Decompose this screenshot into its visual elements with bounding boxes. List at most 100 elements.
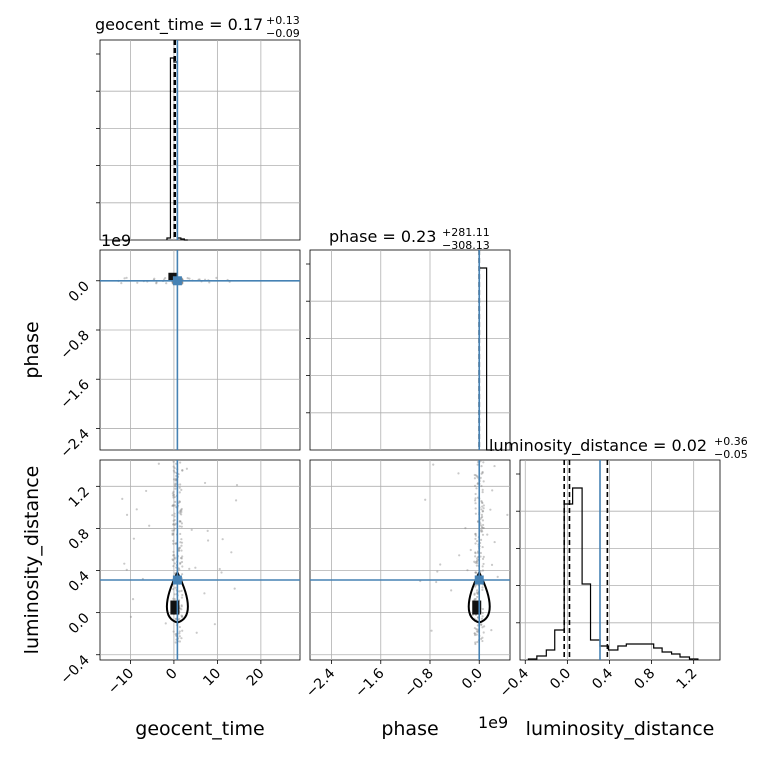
density-core (170, 600, 180, 615)
sample-point (179, 532, 182, 536)
sample-point (480, 637, 483, 640)
panel-frame-geocent-time (99, 39, 301, 241)
sample-point (174, 542, 177, 545)
sample-point (178, 520, 181, 523)
sample-point (171, 514, 174, 517)
sample-point (178, 520, 181, 523)
sample-point (480, 617, 484, 620)
sample-point (171, 504, 174, 507)
sample-point (164, 622, 167, 625)
sample-point (482, 555, 485, 559)
offset-label-phase-y: 1e9 (101, 231, 131, 250)
sample-point (203, 592, 206, 595)
sample-point (180, 549, 183, 552)
sample-point (173, 593, 176, 596)
sample-point (171, 492, 174, 495)
sample-point (481, 505, 484, 508)
sample-point (516, 535, 518, 537)
sample-point (178, 617, 181, 621)
sample-point (491, 489, 494, 492)
sample-point (188, 567, 191, 570)
sample-point (180, 544, 183, 547)
sample-point (172, 494, 175, 497)
sample-point (173, 471, 176, 474)
sample-point (475, 633, 478, 636)
sample-point (476, 640, 479, 644)
sample-point (475, 571, 478, 574)
sample-point (475, 539, 479, 543)
title-phase: phase = 0.23 (329, 227, 436, 246)
sample-point (180, 538, 183, 541)
sample-point (180, 541, 184, 544)
sample-point (179, 461, 182, 464)
truth-marker (474, 575, 484, 585)
sample-point (475, 628, 478, 631)
ytick-label-luminosity_distance: 0.0 (66, 610, 93, 637)
panel-marks-luminosity_distance-vs-phase (310, 460, 518, 660)
sample-point (178, 590, 181, 593)
sample-point (480, 513, 483, 516)
sample-point (475, 564, 478, 567)
sample-point (180, 608, 183, 611)
sample-point (172, 597, 175, 600)
sample-point (474, 555, 477, 558)
sample-point (203, 481, 207, 485)
sample-point (186, 276, 189, 280)
sample-point (171, 558, 174, 561)
sample-point (120, 282, 123, 285)
sample-point (172, 460, 175, 463)
sample-point (473, 484, 477, 488)
sample-point (480, 472, 483, 475)
sample-point (172, 465, 175, 468)
xlabel-geocent-time: geocent_time (135, 718, 264, 740)
sample-point (476, 592, 479, 595)
sample-point (490, 563, 494, 566)
xtick-label-phase: −1.6 (352, 665, 387, 700)
sample-point (474, 585, 477, 588)
xtick-label-phase: −2.4 (303, 665, 338, 700)
sample-point (457, 472, 460, 475)
sample-point (174, 487, 177, 490)
sample-point (496, 575, 499, 579)
sample-point (450, 589, 453, 592)
sample-point (155, 282, 158, 285)
sample-point (474, 474, 477, 477)
sample-point (180, 615, 184, 619)
sample-point (475, 591, 478, 594)
sample-point (474, 534, 477, 537)
title-luminosity-distance-sup: +0.36 (714, 435, 748, 448)
sample-point (474, 571, 477, 574)
title-phase-value: phase = 0.23 (329, 227, 436, 246)
sample-point (480, 528, 483, 532)
xtick-label-luminosity_distance: −0.4 (497, 665, 532, 700)
sample-point (206, 529, 209, 532)
sample-point (481, 501, 484, 505)
sample-point (466, 569, 469, 572)
sample-point (172, 559, 175, 562)
sample-point (180, 589, 183, 592)
sample-point (180, 605, 183, 608)
xtick-label-luminosity_distance: 0.0 (547, 666, 574, 693)
sample-point (513, 489, 515, 491)
sample-point (481, 615, 484, 618)
sample-point (481, 569, 484, 572)
sample-point (190, 528, 193, 531)
sample-point (476, 482, 479, 485)
sample-point (194, 566, 197, 569)
title-luminosity-distance-sub: −0.05 (714, 448, 748, 461)
sample-point (135, 508, 138, 511)
sample-point (173, 527, 176, 530)
ytick-label-luminosity_distance: 1.2 (66, 484, 93, 511)
sample-point (181, 555, 184, 558)
sample-point (129, 615, 133, 618)
sample-point (180, 560, 184, 564)
sample-point (473, 632, 476, 635)
sample-point (180, 525, 183, 528)
sample-point (482, 480, 485, 483)
sample-point (480, 623, 483, 626)
sample-point (221, 538, 224, 541)
sample-point (479, 551, 482, 555)
xtick-label-geocent_time: 10 (200, 666, 224, 690)
xtick-label-luminosity_distance: 0.4 (589, 665, 616, 692)
sample-point (178, 568, 181, 571)
